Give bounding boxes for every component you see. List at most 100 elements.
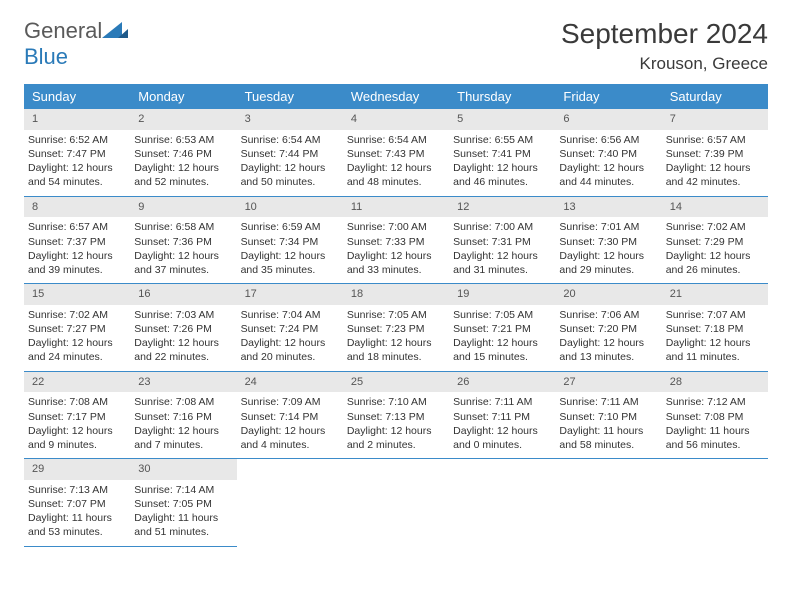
day-cell: 19Sunrise: 7:05 AMSunset: 7:21 PMDayligh… xyxy=(449,284,555,372)
month-title: September 2024 xyxy=(561,18,768,50)
sunset-line: Sunset: 7:26 PM xyxy=(134,322,230,336)
day-number: 4 xyxy=(343,109,449,130)
sunset-line: Sunset: 7:36 PM xyxy=(134,235,230,249)
logo-part1: General xyxy=(24,18,102,43)
day-cell: 28Sunrise: 7:12 AMSunset: 7:08 PMDayligh… xyxy=(662,372,768,460)
calendar-weekday-header: SundayMondayTuesdayWednesdayThursdayFrid… xyxy=(24,84,768,109)
sunset-line: Sunset: 7:37 PM xyxy=(28,235,124,249)
sunset-line: Sunset: 7:47 PM xyxy=(28,147,124,161)
sunrise-line: Sunrise: 7:00 AM xyxy=(453,220,549,234)
day-info: Sunrise: 7:01 AMSunset: 7:30 PMDaylight:… xyxy=(555,220,661,277)
daylight-line: Daylight: 12 hours and 48 minutes. xyxy=(347,161,443,189)
day-info: Sunrise: 7:10 AMSunset: 7:13 PMDaylight:… xyxy=(343,395,449,452)
sunrise-line: Sunrise: 6:53 AM xyxy=(134,133,230,147)
day-cell: 12Sunrise: 7:00 AMSunset: 7:31 PMDayligh… xyxy=(449,197,555,285)
logo-mark-icon xyxy=(102,20,128,38)
day-number: 14 xyxy=(662,197,768,218)
day-cell: 27Sunrise: 7:11 AMSunset: 7:10 PMDayligh… xyxy=(555,372,661,460)
daylight-line: Daylight: 12 hours and 33 minutes. xyxy=(347,249,443,277)
daylight-line: Daylight: 12 hours and 50 minutes. xyxy=(241,161,337,189)
sunset-line: Sunset: 7:43 PM xyxy=(347,147,443,161)
sunrise-line: Sunrise: 7:05 AM xyxy=(453,308,549,322)
sunset-line: Sunset: 7:10 PM xyxy=(559,410,655,424)
weekday-label: Thursday xyxy=(449,84,555,109)
daylight-line: Daylight: 12 hours and 20 minutes. xyxy=(241,336,337,364)
day-number: 11 xyxy=(343,197,449,218)
sunset-line: Sunset: 7:07 PM xyxy=(28,497,124,511)
day-number: 24 xyxy=(237,372,343,393)
day-info: Sunrise: 7:06 AMSunset: 7:20 PMDaylight:… xyxy=(555,308,661,365)
day-number: 28 xyxy=(662,372,768,393)
day-cell: 15Sunrise: 7:02 AMSunset: 7:27 PMDayligh… xyxy=(24,284,130,372)
sunset-line: Sunset: 7:44 PM xyxy=(241,147,337,161)
day-number: 26 xyxy=(449,372,555,393)
day-cell: 24Sunrise: 7:09 AMSunset: 7:14 PMDayligh… xyxy=(237,372,343,460)
day-number: 3 xyxy=(237,109,343,130)
day-number: 21 xyxy=(662,284,768,305)
sunrise-line: Sunrise: 6:57 AM xyxy=(28,220,124,234)
sunrise-line: Sunrise: 6:57 AM xyxy=(666,133,762,147)
day-info: Sunrise: 7:12 AMSunset: 7:08 PMDaylight:… xyxy=(662,395,768,452)
logo-text: GeneralBlue xyxy=(24,18,128,70)
day-cell: 29Sunrise: 7:13 AMSunset: 7:07 PMDayligh… xyxy=(24,459,130,547)
weekday-label: Friday xyxy=(555,84,661,109)
title-block: September 2024 Krouson, Greece xyxy=(561,18,768,74)
daylight-line: Daylight: 12 hours and 2 minutes. xyxy=(347,424,443,452)
sunset-line: Sunset: 7:34 PM xyxy=(241,235,337,249)
sunset-line: Sunset: 7:16 PM xyxy=(134,410,230,424)
sunrise-line: Sunrise: 6:55 AM xyxy=(453,133,549,147)
weekday-label: Wednesday xyxy=(343,84,449,109)
day-cell: 10Sunrise: 6:59 AMSunset: 7:34 PMDayligh… xyxy=(237,197,343,285)
sunrise-line: Sunrise: 6:58 AM xyxy=(134,220,230,234)
day-cell: 22Sunrise: 7:08 AMSunset: 7:17 PMDayligh… xyxy=(24,372,130,460)
day-info: Sunrise: 7:02 AMSunset: 7:29 PMDaylight:… xyxy=(662,220,768,277)
sunrise-line: Sunrise: 6:54 AM xyxy=(347,133,443,147)
day-cell: 14Sunrise: 7:02 AMSunset: 7:29 PMDayligh… xyxy=(662,197,768,285)
sunrise-line: Sunrise: 7:08 AM xyxy=(134,395,230,409)
daylight-line: Daylight: 12 hours and 46 minutes. xyxy=(453,161,549,189)
day-cell: 7 Sunrise: 6:57 AMSunset: 7:39 PMDaylight… xyxy=(662,109,768,197)
sunrise-line: Sunrise: 7:05 AM xyxy=(347,308,443,322)
day-number: 7 xyxy=(662,109,768,130)
header: GeneralBlue September 2024 Krouson, Gree… xyxy=(24,18,768,74)
sunrise-line: Sunrise: 7:10 AM xyxy=(347,395,443,409)
daylight-line: Daylight: 11 hours and 58 minutes. xyxy=(559,424,655,452)
day-cell-empty xyxy=(343,459,449,547)
day-cell-empty xyxy=(237,459,343,547)
sunset-line: Sunset: 7:33 PM xyxy=(347,235,443,249)
day-cell: 25Sunrise: 7:10 AMSunset: 7:13 PMDayligh… xyxy=(343,372,449,460)
sunrise-line: Sunrise: 7:07 AM xyxy=(666,308,762,322)
daylight-line: Daylight: 12 hours and 39 minutes. xyxy=(28,249,124,277)
sunset-line: Sunset: 7:29 PM xyxy=(666,235,762,249)
day-number: 6 xyxy=(555,109,661,130)
day-info: Sunrise: 7:05 AMSunset: 7:21 PMDaylight:… xyxy=(449,308,555,365)
daylight-line: Daylight: 12 hours and 31 minutes. xyxy=(453,249,549,277)
day-number: 10 xyxy=(237,197,343,218)
day-cell: 4 Sunrise: 6:54 AMSunset: 7:43 PMDaylight… xyxy=(343,109,449,197)
daylight-line: Daylight: 12 hours and 35 minutes. xyxy=(241,249,337,277)
day-number: 20 xyxy=(555,284,661,305)
day-info: Sunrise: 6:56 AMSunset: 7:40 PMDaylight:… xyxy=(555,133,661,190)
day-number: 9 xyxy=(130,197,236,218)
sunset-line: Sunset: 7:31 PM xyxy=(453,235,549,249)
day-info: Sunrise: 7:11 AMSunset: 7:10 PMDaylight:… xyxy=(555,395,661,452)
sunrise-line: Sunrise: 7:08 AM xyxy=(28,395,124,409)
logo-part2: Blue xyxy=(24,44,68,69)
day-cell: 17Sunrise: 7:04 AMSunset: 7:24 PMDayligh… xyxy=(237,284,343,372)
day-number: 16 xyxy=(130,284,236,305)
sunset-line: Sunset: 7:14 PM xyxy=(241,410,337,424)
sunset-line: Sunset: 7:27 PM xyxy=(28,322,124,336)
daylight-line: Daylight: 12 hours and 44 minutes. xyxy=(559,161,655,189)
weekday-label: Saturday xyxy=(662,84,768,109)
day-info: Sunrise: 7:13 AMSunset: 7:07 PMDaylight:… xyxy=(24,483,130,540)
day-info: Sunrise: 7:03 AMSunset: 7:26 PMDaylight:… xyxy=(130,308,236,365)
daylight-line: Daylight: 12 hours and 42 minutes. xyxy=(666,161,762,189)
day-info: Sunrise: 6:55 AMSunset: 7:41 PMDaylight:… xyxy=(449,133,555,190)
daylight-line: Daylight: 11 hours and 51 minutes. xyxy=(134,511,230,539)
daylight-line: Daylight: 12 hours and 13 minutes. xyxy=(559,336,655,364)
sunset-line: Sunset: 7:18 PM xyxy=(666,322,762,336)
day-cell: 2Sunrise: 6:53 AMSunset: 7:46 PMDaylight… xyxy=(130,109,236,197)
daylight-line: Daylight: 12 hours and 4 minutes. xyxy=(241,424,337,452)
day-info: Sunrise: 6:57 AMSunset: 7:39 PMDaylight:… xyxy=(662,133,768,190)
sunset-line: Sunset: 7:39 PM xyxy=(666,147,762,161)
